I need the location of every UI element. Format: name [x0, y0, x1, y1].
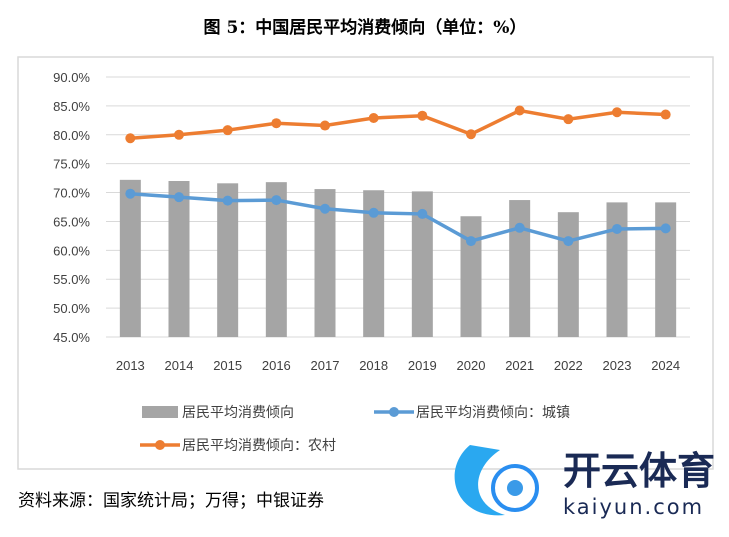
x-tick-label: 2013 [116, 358, 145, 373]
legend-label: 居民平均消费倾向 [182, 405, 294, 421]
point-2-2023 [612, 107, 622, 118]
point-1-2017 [320, 203, 330, 214]
chart-title: 图 5：中国居民平均消费倾向（单位：%） [204, 17, 527, 38]
y-tick-label: 80.0% [53, 128, 90, 143]
watermark-logo: 开云体育 kaiyun.com [454, 445, 715, 519]
point-1-2020 [466, 236, 476, 247]
x-tick-label: 2019 [408, 358, 437, 373]
bar-2015 [217, 183, 239, 337]
line-series-1 [130, 191, 666, 243]
y-tick-label: 45.0% [53, 330, 90, 345]
x-tick-label: 2017 [311, 358, 340, 373]
point-2-2016 [271, 118, 282, 129]
x-tick-label: 2018 [359, 358, 388, 373]
point-2-2021 [514, 105, 525, 116]
y-tick-label: 50.0% [53, 301, 90, 316]
point-1-2022 [563, 236, 574, 247]
x-tick-label: 2014 [165, 358, 194, 373]
bar-2020 [460, 216, 482, 337]
y-tick-label: 75.0% [53, 157, 90, 172]
point-2-2024 [660, 109, 671, 120]
watermark-brand: 开云体育 [563, 449, 715, 493]
point-2-2017 [320, 120, 330, 131]
x-tick-label: 2022 [554, 358, 583, 373]
source-note: 资料来源：国家统计局；万得；中银证券 [18, 491, 324, 511]
y-tick-label: 55.0% [53, 272, 90, 287]
point-1-2023 [612, 223, 622, 234]
point-2-2013 [125, 133, 136, 144]
x-tick-label: 2024 [651, 358, 680, 373]
point-2-2020 [466, 129, 476, 140]
bar-2014 [168, 181, 190, 337]
point-1-2024 [660, 223, 671, 234]
bar-2023 [606, 202, 628, 337]
line-series-2 [130, 108, 666, 140]
point-1-2019 [417, 208, 428, 219]
chart-frame [17, 56, 714, 470]
point-1-2021 [514, 222, 525, 233]
y-tick-label: 85.0% [53, 99, 90, 114]
point-2-2018 [368, 113, 379, 124]
bar-2013 [119, 179, 141, 337]
x-tick-label: 2015 [213, 358, 242, 373]
point-1-2018 [368, 207, 379, 218]
x-tick-label: 2021 [505, 358, 534, 373]
point-1-2013 [125, 188, 136, 199]
y-tick-label: 60.0% [53, 243, 90, 258]
point-1-2016 [271, 195, 282, 206]
y-tick-label: 70.0% [53, 186, 90, 201]
bar-2022 [557, 212, 579, 337]
x-tick-label: 2016 [262, 358, 291, 373]
point-1-2014 [174, 192, 184, 203]
legend-swatch-0 [142, 406, 178, 418]
point-2-2015 [222, 125, 233, 136]
legend-marker-2 [155, 440, 165, 450]
y-tick-label: 90.0% [53, 70, 90, 85]
point-2-2022 [563, 114, 574, 125]
x-tick-label: 2020 [457, 358, 486, 373]
point-1-2015 [222, 195, 233, 206]
bar-2024 [655, 202, 677, 337]
legend-label: 居民平均消费倾向：城镇 [416, 405, 570, 421]
point-2-2014 [174, 129, 184, 140]
legend-label: 居民平均消费倾向：农村 [182, 438, 336, 454]
y-tick-label: 65.0% [53, 214, 90, 229]
bar-2017 [314, 189, 336, 337]
point-2-2019 [417, 110, 428, 121]
legend-marker-1 [389, 407, 399, 417]
bar-2019 [411, 191, 433, 337]
watermark-domain: kaiyun.com [563, 495, 704, 519]
bar-2016 [265, 182, 287, 337]
x-tick-label: 2023 [603, 358, 632, 373]
bar-2021 [509, 200, 531, 337]
bar-2018 [363, 190, 385, 337]
